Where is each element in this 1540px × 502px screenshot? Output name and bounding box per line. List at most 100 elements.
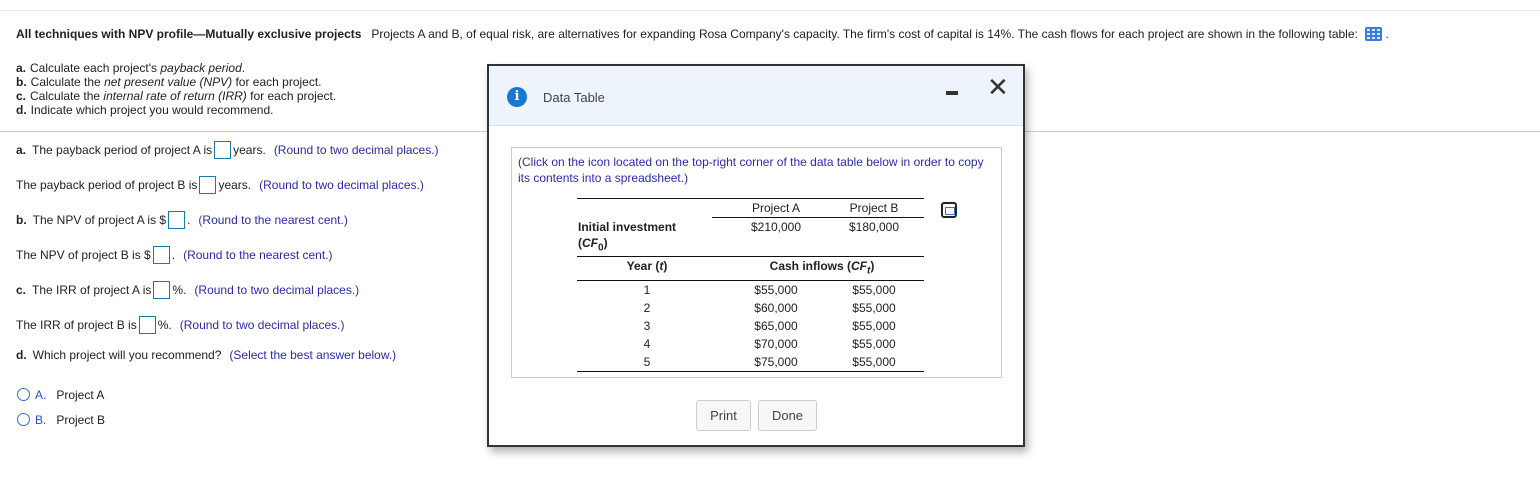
option-label: Project A — [56, 388, 105, 402]
period: . — [1385, 27, 1389, 41]
year-cell: 2 — [643, 301, 651, 315]
question-letter: a. — [16, 143, 27, 157]
dialog-header: i Data Table ✕ — [489, 66, 1023, 126]
question-text: The IRR of project B is — [16, 318, 137, 332]
rounding-hint: (Round to two decimal places.) — [259, 178, 424, 192]
initial-investment-label: Initial investment — [578, 220, 677, 234]
dialog-title: Data Table — [543, 90, 605, 105]
task-item: a. Calculate each project's payback perio… — [16, 61, 336, 75]
question-text: The payback period of project B is — [16, 178, 198, 192]
question-unit: . — [187, 213, 191, 227]
rounding-hint: (Round to two decimal places.) — [179, 318, 345, 332]
task-letter: c. — [16, 89, 27, 103]
copy-to-spreadsheet-icon[interactable] — [941, 202, 957, 218]
table-rule — [577, 371, 924, 372]
option-project-a[interactable]: A. Project A — [17, 388, 104, 402]
task-item: b. Calculate the net present value (NPV) … — [16, 75, 336, 89]
question-letter: b. — [16, 213, 27, 227]
table-rule — [712, 217, 924, 218]
question-text: The NPV of project B is $ — [16, 248, 151, 262]
top-divider — [0, 10, 1540, 11]
answer-input[interactable] — [152, 246, 170, 264]
task-emphasis: payback period — [160, 61, 242, 75]
question-row: The payback period of project B is years.… — [16, 176, 424, 194]
task-text-end: for each project. — [246, 89, 337, 103]
task-list: a. Calculate each project's payback perio… — [16, 61, 336, 117]
task-item: c. Calculate the internal rate of return … — [16, 89, 336, 103]
task-item: d. Indicate which project you would recom… — [16, 103, 336, 117]
rounding-hint: (Select the best answer below.) — [229, 348, 397, 362]
inflows-header: Cash inflows (CFt) — [769, 259, 875, 277]
year-cell: 4 — [643, 337, 651, 351]
question-letter: c. — [16, 283, 27, 297]
question-row: b. The NPV of project A is $. (Round to th… — [16, 211, 348, 229]
task-text-end: for each project. — [232, 75, 322, 89]
year-cell: 1 — [643, 283, 651, 297]
copy-instructions: (Click on the icon located on the top-ri… — [518, 155, 984, 185]
project-a-cell: $60,000 — [754, 301, 798, 315]
answer-input[interactable] — [199, 176, 217, 194]
table-rule — [577, 198, 924, 199]
info-icon: i — [507, 87, 527, 107]
question-row: c. The IRR of project A is%. (Round to two… — [16, 281, 359, 299]
question-row: d. Which project will you recommend? (Sele… — [16, 348, 396, 362]
question-unit: . — [171, 248, 176, 262]
option-letter: A. — [35, 388, 47, 402]
close-button[interactable]: ✕ — [987, 73, 1009, 103]
answer-input[interactable] — [153, 281, 171, 299]
question-row: The NPV of project B is $. (Round to the … — [16, 246, 333, 264]
table-rule — [577, 280, 924, 281]
table-icon[interactable] — [1365, 27, 1383, 41]
question-unit: %. — [172, 283, 187, 297]
question-text: Which project will you recommend? — [32, 348, 222, 362]
year-cell: 5 — [643, 355, 651, 369]
question-text: The IRR of project A is — [32, 283, 152, 297]
problem-intro: All techniques with NPV profile—Mutually… — [16, 27, 1389, 41]
print-button[interactable]: Print — [696, 400, 751, 431]
option-project-b[interactable]: B. Project B — [17, 413, 105, 427]
answer-input[interactable] — [214, 141, 232, 159]
data-table-container: (Click on the icon located on the top-ri… — [511, 147, 1002, 378]
question-unit: %. — [157, 318, 172, 332]
answer-input[interactable] — [168, 211, 186, 229]
year-header: Year (t) — [626, 259, 668, 273]
task-emphasis: net present value (NPV) — [104, 75, 233, 89]
done-button[interactable]: Done — [758, 400, 817, 431]
initial-b: $180,000 — [848, 220, 900, 234]
project-b-cell: $55,000 — [852, 301, 896, 315]
question-text: The NPV of project A is $ — [32, 213, 167, 227]
project-b-cell: $55,000 — [852, 319, 896, 333]
col-header-project-a: Project A — [751, 201, 801, 215]
task-text: Calculate the — [30, 75, 105, 89]
question-text: The payback period of project A is — [32, 143, 213, 157]
task-text: Indicate which project you would recomme… — [30, 103, 274, 117]
task-letter: a. — [16, 61, 27, 75]
question-row: a. The payback period of project A is year… — [16, 141, 439, 159]
data-table-dialog: i Data Table ✕ (Click on the icon locate… — [487, 64, 1025, 447]
answer-input[interactable] — [138, 316, 156, 334]
project-a-cell: $55,000 — [754, 283, 798, 297]
initial-investment-sub: (CF0) — [578, 236, 608, 254]
question-letter: d. — [16, 348, 27, 362]
question-unit: years. — [218, 178, 252, 192]
option-letter: B. — [35, 413, 47, 427]
project-b-cell: $55,000 — [852, 355, 896, 369]
table-rule — [577, 256, 924, 257]
radio-button[interactable] — [17, 388, 30, 401]
initial-a: $210,000 — [750, 220, 802, 234]
task-text: Calculate each project's — [30, 61, 161, 75]
project-b-cell: $55,000 — [852, 337, 896, 351]
project-a-cell: $75,000 — [754, 355, 798, 369]
rounding-hint: (Round to the nearest cent.) — [183, 248, 333, 262]
minimize-button[interactable] — [946, 91, 958, 95]
radio-button[interactable] — [17, 413, 30, 426]
question-row: The IRR of project B is%. (Round to two d… — [16, 316, 344, 334]
question-unit: years. — [233, 143, 266, 157]
problem-title: All techniques with NPV profile—Mutually… — [16, 27, 362, 41]
year-cell: 3 — [643, 319, 651, 333]
task-emphasis: internal rate of return (IRR) — [103, 89, 247, 103]
task-text-end: . — [241, 61, 246, 75]
project-b-cell: $55,000 — [852, 283, 896, 297]
col-header-project-b: Project B — [849, 201, 899, 215]
task-text: Calculate the — [30, 89, 104, 103]
